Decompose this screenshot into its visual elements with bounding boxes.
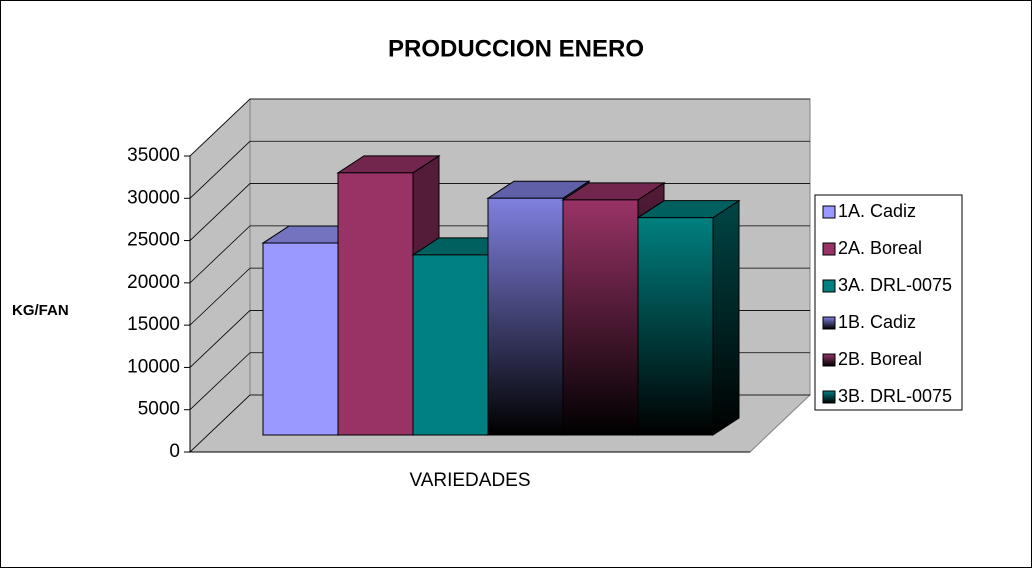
legend-label: 1B. Cadiz: [838, 312, 916, 332]
legend-swatch: [822, 316, 836, 330]
legend-swatch: [822, 242, 836, 256]
y-tick-label: 15000: [127, 314, 180, 335]
legend-swatch: [822, 279, 836, 293]
bar: [562, 199, 639, 436]
y-tick-label: 10000: [127, 356, 180, 377]
legend: [814, 194, 963, 411]
y-tick-label: 20000: [127, 272, 180, 293]
legend-label: 2B. Boreal: [838, 349, 922, 369]
x-axis-label: VARIEDADES: [409, 470, 530, 491]
y-tick-label: 35000: [127, 145, 180, 166]
grid-line: [189, 98, 810, 157]
y-tick-label: 25000: [127, 230, 180, 251]
y-tick-label: 0: [169, 441, 180, 462]
grid-line: [189, 140, 810, 199]
legend-swatch: [822, 390, 836, 404]
y-tick-label: 30000: [127, 187, 180, 208]
bar: [412, 254, 489, 436]
bar: [637, 217, 714, 436]
bar: [337, 172, 414, 436]
legend-label: 1A. Cadiz: [838, 201, 916, 221]
bar-side: [712, 199, 740, 436]
legend-swatch: [822, 205, 836, 219]
legend-label: 3A. DRL-0075: [838, 275, 952, 295]
legend-label: 2A. Boreal: [838, 238, 922, 258]
legend-label: 3B. DRL-0075: [838, 386, 952, 406]
bar: [487, 197, 564, 436]
y-tick-label: 5000: [138, 399, 180, 420]
bar: [262, 242, 339, 436]
legend-swatch: [822, 353, 836, 367]
y-axis-label: KG/FAN: [12, 302, 69, 319]
chart-title: PRODUCCION ENERO: [388, 35, 644, 62]
side-wall: [189, 97, 251, 454]
